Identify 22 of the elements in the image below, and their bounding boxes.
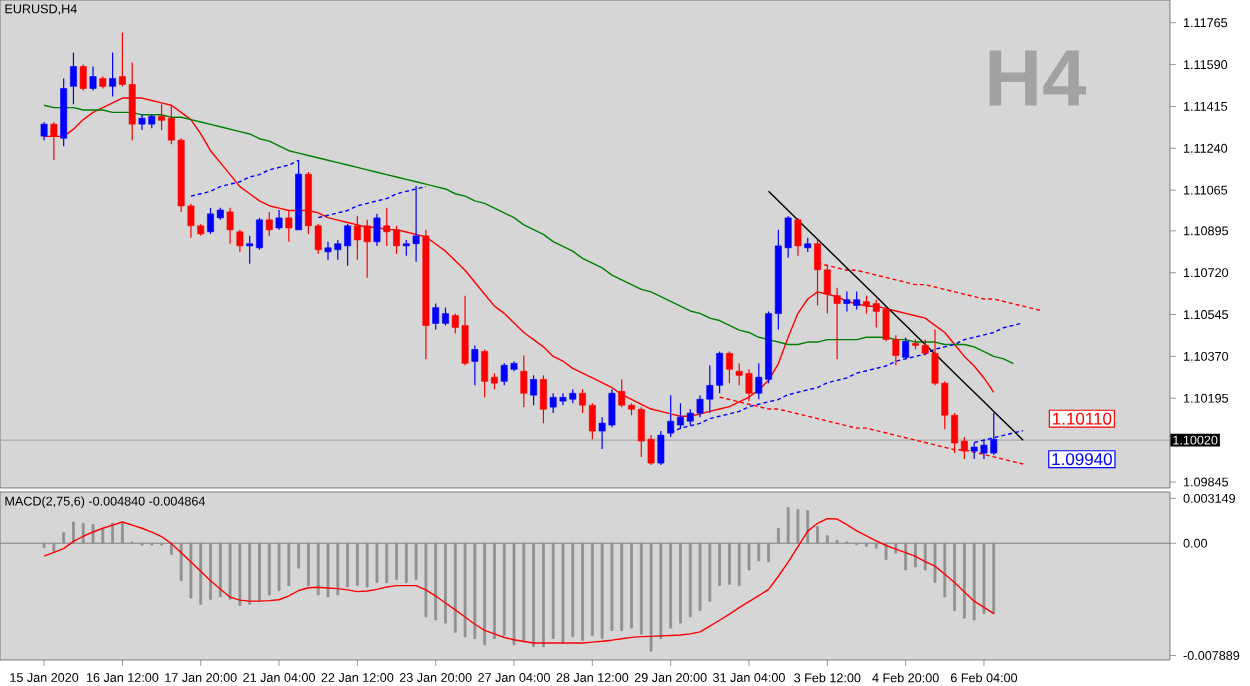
candlestick [285,209,293,243]
candlestick [794,217,802,257]
candlestick [70,52,77,105]
candlestick [89,65,97,92]
candlestick [657,430,665,466]
candlestick [50,121,58,161]
candlestick [79,63,87,92]
candlestick [109,52,117,97]
candlestick [471,344,479,386]
candlestick [520,354,528,408]
candlestick [373,213,381,247]
candlestick [833,287,841,360]
candlestick [226,207,234,245]
candlestick [265,211,273,237]
candlestick [902,336,910,360]
candlestick [530,374,538,406]
candlestick [725,350,733,384]
candlestick [236,229,244,253]
text: 1.09940 [1052,453,1112,466]
candlestick [275,209,283,231]
candlestick [539,374,547,424]
text: 1.10110 [1053,412,1112,425]
